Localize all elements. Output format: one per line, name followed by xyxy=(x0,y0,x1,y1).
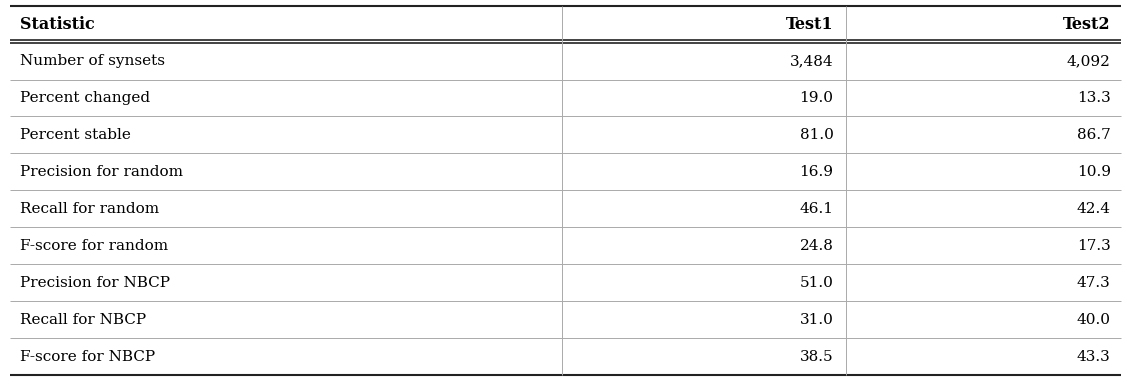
Text: Test2: Test2 xyxy=(1063,15,1111,33)
Text: Precision for random: Precision for random xyxy=(20,165,183,179)
Text: Statistic: Statistic xyxy=(20,15,95,33)
Text: 47.3: 47.3 xyxy=(1077,276,1111,290)
Text: 31.0: 31.0 xyxy=(800,313,834,327)
Text: 51.0: 51.0 xyxy=(800,276,834,290)
Text: 4,092: 4,092 xyxy=(1067,54,1111,68)
Text: Test1: Test1 xyxy=(786,15,834,33)
Text: 19.0: 19.0 xyxy=(800,91,834,105)
Text: 17.3: 17.3 xyxy=(1077,239,1111,253)
Text: 24.8: 24.8 xyxy=(800,239,834,253)
Text: 42.4: 42.4 xyxy=(1077,202,1111,216)
Text: F-score for random: F-score for random xyxy=(20,239,169,253)
Text: 16.9: 16.9 xyxy=(800,165,834,179)
Text: 13.3: 13.3 xyxy=(1077,91,1111,105)
Text: Recall for NBCP: Recall for NBCP xyxy=(20,313,147,327)
Text: 3,484: 3,484 xyxy=(789,54,834,68)
Text: Percent changed: Percent changed xyxy=(20,91,150,105)
Text: Number of synsets: Number of synsets xyxy=(20,54,165,68)
Text: 43.3: 43.3 xyxy=(1077,350,1111,364)
Text: Precision for NBCP: Precision for NBCP xyxy=(20,276,171,290)
Text: 86.7: 86.7 xyxy=(1077,128,1111,142)
Text: Recall for random: Recall for random xyxy=(20,202,159,216)
Text: 81.0: 81.0 xyxy=(800,128,834,142)
Text: 38.5: 38.5 xyxy=(800,350,834,364)
Text: 46.1: 46.1 xyxy=(800,202,834,216)
Text: 10.9: 10.9 xyxy=(1077,165,1111,179)
Text: Percent stable: Percent stable xyxy=(20,128,131,142)
Text: F-score for NBCP: F-score for NBCP xyxy=(20,350,155,364)
Text: 40.0: 40.0 xyxy=(1077,313,1111,327)
